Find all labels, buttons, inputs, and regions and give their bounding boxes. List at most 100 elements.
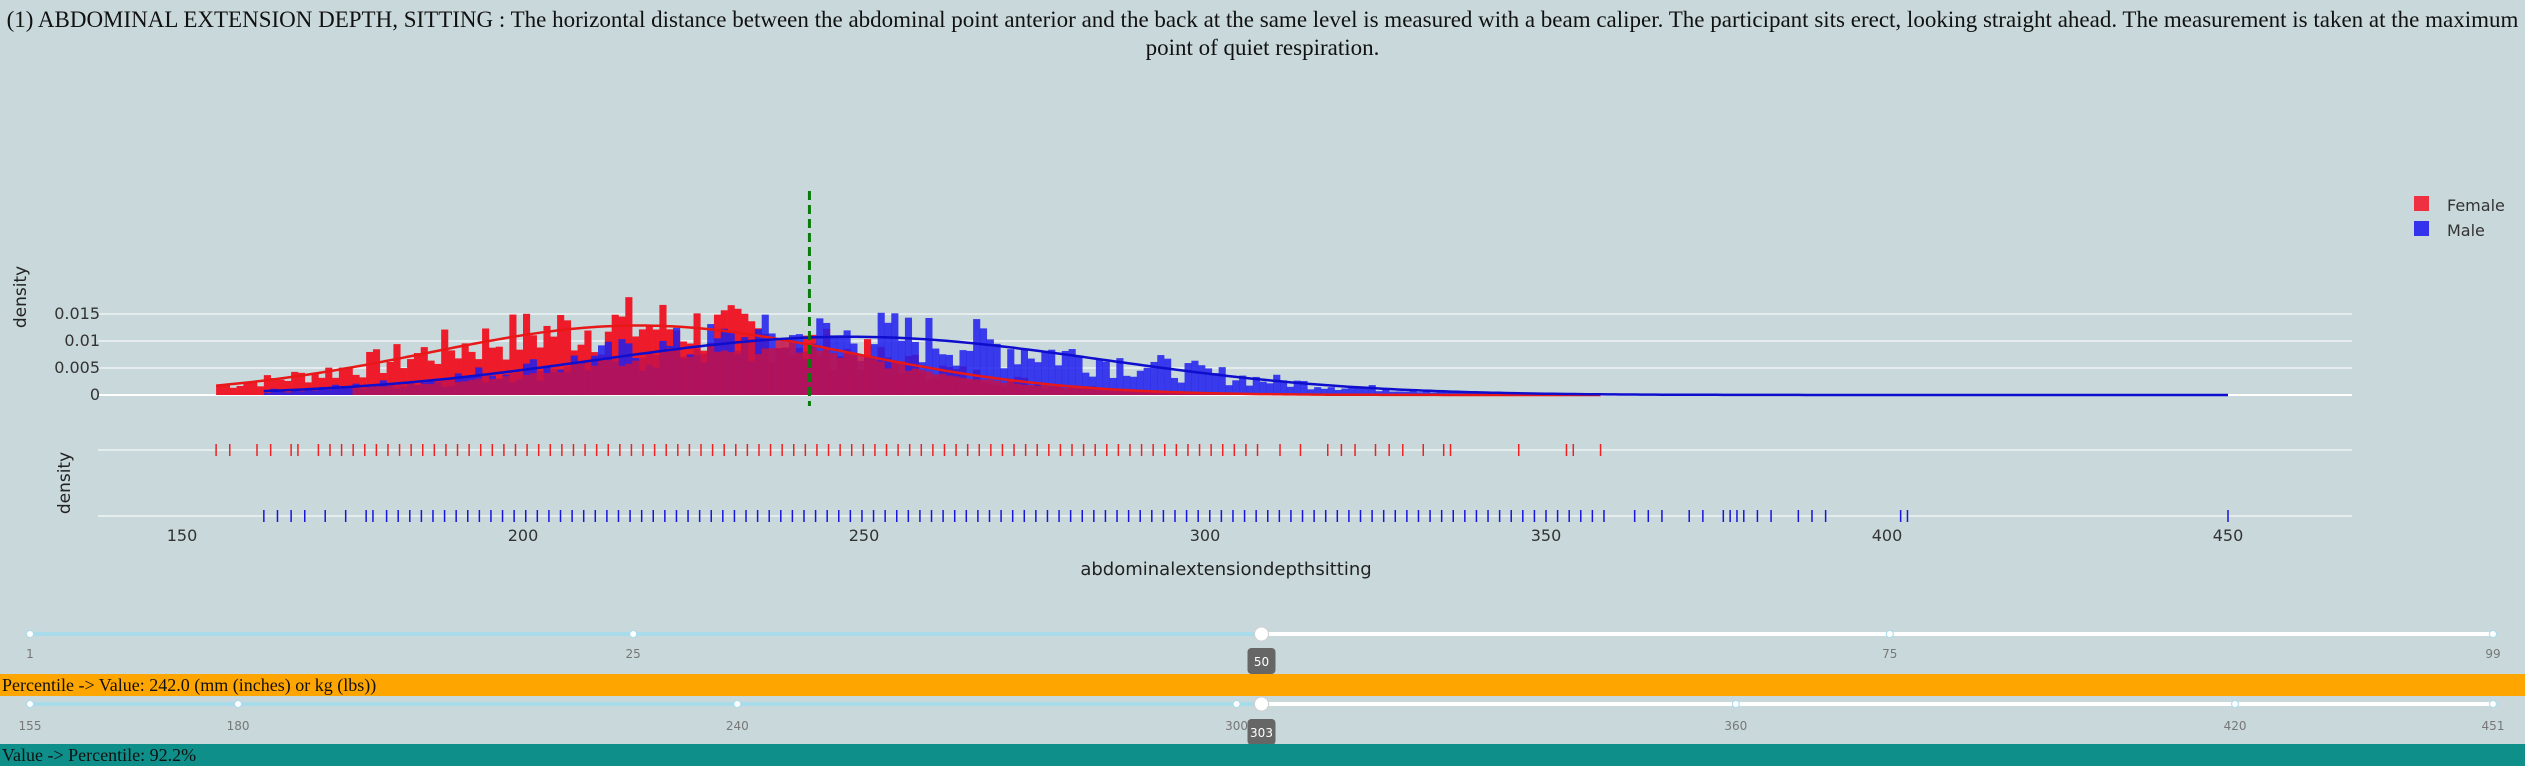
bar-overlap (537, 371, 544, 395)
bar-female (237, 386, 244, 395)
bar-overlap (353, 387, 360, 395)
x-tick-label: 350 (1531, 526, 1562, 545)
bar-overlap (380, 386, 387, 395)
bar-male (346, 388, 353, 395)
bar-male (1219, 367, 1226, 395)
bar-overlap (1014, 384, 1021, 395)
bar-overlap (482, 374, 489, 395)
bar-overlap (366, 387, 373, 395)
value-slider-tick-label: 300 (1225, 719, 1248, 733)
bar-overlap (1035, 386, 1042, 395)
bar-overlap (748, 339, 755, 395)
bar-female (250, 382, 257, 395)
bar-male (312, 391, 319, 395)
value-slider-tick-label: 155 (19, 719, 42, 733)
y-tick-label: 0.005 (54, 358, 100, 377)
bar-overlap (864, 357, 871, 395)
bar-female (216, 385, 223, 395)
bar-overlap (857, 355, 864, 395)
bar-overlap (789, 343, 796, 395)
bar-male (1212, 373, 1219, 395)
bar-overlap (1089, 389, 1096, 395)
value-slider-handle[interactable] (1255, 697, 1269, 711)
x-axis-label: abdominalextensiondepthsitting (1080, 559, 1371, 580)
value-slider-tick-label: 451 (2482, 719, 2505, 733)
bar-overlap (925, 372, 932, 395)
percentile-slider-tick-label: 1 (26, 647, 34, 661)
bar-overlap (714, 352, 721, 395)
value-slider-handle-label: 303 (1250, 726, 1273, 740)
bar-overlap (393, 384, 400, 395)
bar-male (1191, 361, 1198, 395)
bar-overlap (755, 354, 762, 395)
bar-male (325, 389, 332, 395)
bar-overlap (387, 384, 394, 395)
bar-overlap (932, 374, 939, 395)
legend-female-swatch[interactable] (2414, 196, 2429, 211)
bar-overlap (884, 368, 891, 395)
bar-overlap (946, 375, 953, 395)
bar-overlap (1055, 386, 1062, 395)
bar-male (1157, 355, 1164, 395)
bar-female (230, 388, 237, 395)
value-result-band: Value -> Percentile: 92.2% (0, 744, 2525, 766)
bar-male (1164, 359, 1171, 395)
bar-overlap (994, 381, 1001, 395)
x-tick-label: 450 (2213, 526, 2244, 545)
bar-overlap (905, 371, 912, 395)
bar-overlap (646, 354, 653, 395)
bar-overlap (653, 355, 660, 395)
bar-overlap (496, 378, 503, 395)
value-slider-tick-label: 180 (227, 719, 250, 733)
percentile-slider-tick-label: 99 (2485, 647, 2500, 661)
bar-overlap (973, 379, 980, 395)
bar-overlap (598, 359, 605, 395)
legend-male-label[interactable]: Male (2447, 221, 2485, 240)
legend-male-swatch[interactable] (2414, 221, 2429, 236)
rug-plot (216, 444, 2228, 522)
bar-overlap (707, 346, 714, 395)
bar-overlap (1062, 388, 1069, 395)
x-tick-label: 200 (508, 526, 539, 545)
bar-overlap (775, 339, 782, 395)
bar-overlap (530, 373, 537, 395)
bar-overlap (762, 349, 769, 395)
bar-overlap (850, 355, 857, 395)
bar-overlap (632, 361, 639, 395)
bar-male (264, 393, 271, 395)
bar-overlap (728, 352, 735, 395)
bar-overlap (1069, 387, 1076, 395)
legend-female-label[interactable]: Female (2447, 196, 2505, 215)
value-slider-tick-dot (2232, 701, 2239, 708)
value-slider-tick-dot (1732, 701, 1739, 708)
bar-female (257, 386, 264, 395)
bar-overlap (428, 384, 435, 395)
bar-overlap (830, 353, 837, 395)
percentile-slider-tick-label: 75 (1882, 647, 1897, 661)
bar-male (1273, 375, 1280, 395)
percentile-slider-tick-dot (27, 631, 34, 638)
bar-overlap (612, 359, 619, 395)
percentile-slider-handle[interactable] (1255, 627, 1269, 641)
bar-overlap (400, 384, 407, 395)
histogram-bars (216, 297, 1921, 395)
percentile-result-band: Percentile -> Value: 242.0 (mm (inches) … (0, 674, 2525, 696)
bar-overlap (503, 376, 510, 395)
bar-overlap (564, 366, 571, 395)
bar-overlap (673, 348, 680, 395)
bar-overlap (434, 380, 441, 395)
bar-overlap (1007, 381, 1014, 395)
value-slider-tick-dot (734, 701, 741, 708)
bar-overlap (871, 359, 878, 395)
legend: Female Male (2414, 196, 2505, 240)
value-slider-tick-dot (235, 701, 242, 708)
bar-overlap (796, 353, 803, 395)
y-tick-label: 0 (90, 385, 100, 404)
y-axis-label-rug: density (55, 452, 75, 514)
bar-overlap (1000, 383, 1007, 395)
bar-overlap (1028, 385, 1035, 395)
bar-overlap (605, 360, 612, 395)
bar-overlap (939, 374, 946, 395)
